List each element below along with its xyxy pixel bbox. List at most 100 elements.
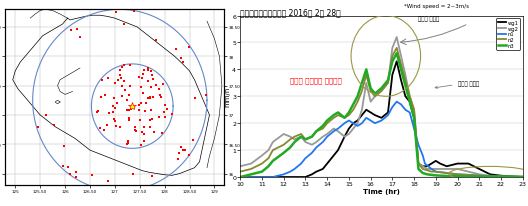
Point bbox=[124, 141, 133, 145]
n1 bbox=[359, 122, 365, 125]
n1 bbox=[385, 114, 391, 117]
wg1 bbox=[389, 74, 395, 77]
wg1 bbox=[248, 176, 254, 178]
wg1 bbox=[346, 128, 352, 130]
wg2 bbox=[346, 133, 352, 136]
n1 bbox=[432, 171, 439, 173]
Point bbox=[155, 88, 164, 91]
Point bbox=[88, 173, 97, 177]
Point bbox=[148, 74, 156, 78]
n3 bbox=[359, 82, 365, 85]
wg2 bbox=[313, 141, 319, 144]
Point bbox=[135, 119, 144, 122]
n2 bbox=[313, 130, 319, 133]
Point bbox=[174, 158, 182, 161]
Point bbox=[138, 131, 146, 134]
Point bbox=[126, 64, 134, 68]
wg2 bbox=[367, 101, 374, 103]
Point bbox=[111, 119, 120, 123]
n3 bbox=[393, 53, 400, 55]
wg1 bbox=[280, 176, 287, 178]
Point bbox=[142, 102, 150, 105]
n3 bbox=[298, 136, 304, 138]
Point bbox=[140, 133, 148, 136]
Point bbox=[160, 111, 168, 115]
n1 bbox=[313, 146, 319, 149]
n3 bbox=[259, 171, 265, 173]
wg1 bbox=[319, 168, 326, 170]
n1 bbox=[342, 122, 348, 125]
Point bbox=[161, 104, 169, 107]
Point bbox=[124, 109, 133, 112]
n3 bbox=[309, 136, 315, 138]
n1 bbox=[270, 176, 276, 178]
Point bbox=[113, 102, 121, 105]
Point bbox=[163, 108, 171, 111]
Point bbox=[120, 64, 129, 67]
Text: 전도식 우량계: 전도식 우량계 bbox=[435, 81, 479, 89]
Point bbox=[146, 97, 154, 101]
wg1 bbox=[432, 160, 439, 162]
Point bbox=[149, 96, 158, 99]
n1 bbox=[393, 101, 400, 103]
n1 bbox=[319, 141, 326, 144]
Point bbox=[139, 140, 148, 143]
wg2 bbox=[428, 168, 435, 170]
n3 bbox=[372, 93, 378, 95]
Text: 진천레이더비교관측소 2016년 2월 28일: 진천레이더비교관측소 2016년 2월 28일 bbox=[240, 8, 341, 17]
wg2 bbox=[354, 122, 361, 125]
n3 bbox=[319, 125, 326, 128]
wg1 bbox=[402, 96, 409, 98]
Point bbox=[98, 79, 107, 82]
wg1 bbox=[270, 176, 276, 178]
n3 bbox=[346, 112, 352, 114]
n3 bbox=[335, 112, 341, 114]
Line: n1: n1 bbox=[240, 102, 523, 177]
Point bbox=[124, 140, 132, 143]
Point bbox=[136, 86, 145, 89]
wg1 bbox=[520, 176, 526, 178]
Point bbox=[139, 69, 148, 73]
wg1 bbox=[372, 114, 378, 117]
wg2 bbox=[237, 165, 243, 168]
Line: wg1: wg1 bbox=[240, 62, 523, 177]
n2 bbox=[415, 163, 421, 165]
n2 bbox=[280, 144, 287, 146]
Point bbox=[94, 109, 102, 113]
n3 bbox=[378, 88, 384, 90]
n2 bbox=[432, 171, 439, 173]
Point bbox=[117, 77, 125, 80]
wg1 bbox=[378, 117, 384, 119]
n3 bbox=[385, 80, 391, 82]
Point bbox=[116, 69, 124, 73]
wg1 bbox=[398, 80, 404, 82]
n1 bbox=[465, 174, 472, 176]
n2 bbox=[346, 114, 352, 117]
n2 bbox=[444, 172, 450, 174]
n1 bbox=[398, 104, 404, 106]
wg1 bbox=[444, 165, 450, 168]
Point bbox=[135, 76, 143, 79]
n3 bbox=[415, 168, 421, 170]
Point bbox=[114, 79, 122, 82]
wg2 bbox=[302, 141, 308, 144]
wg2 bbox=[259, 154, 265, 157]
n2 bbox=[378, 90, 384, 93]
n2 bbox=[407, 96, 413, 98]
n3 bbox=[354, 96, 361, 98]
n1 bbox=[248, 176, 254, 178]
wg1 bbox=[367, 112, 374, 114]
Point bbox=[93, 111, 101, 114]
n2 bbox=[420, 168, 426, 170]
Point bbox=[125, 117, 133, 121]
wg2 bbox=[432, 168, 439, 170]
Point bbox=[109, 110, 117, 114]
wg2 bbox=[444, 168, 450, 170]
Point bbox=[60, 145, 68, 148]
wg1 bbox=[266, 176, 272, 178]
Point bbox=[172, 49, 181, 52]
Point bbox=[65, 172, 74, 176]
Point bbox=[118, 85, 127, 89]
n1 bbox=[508, 176, 515, 178]
wg2 bbox=[385, 82, 391, 85]
